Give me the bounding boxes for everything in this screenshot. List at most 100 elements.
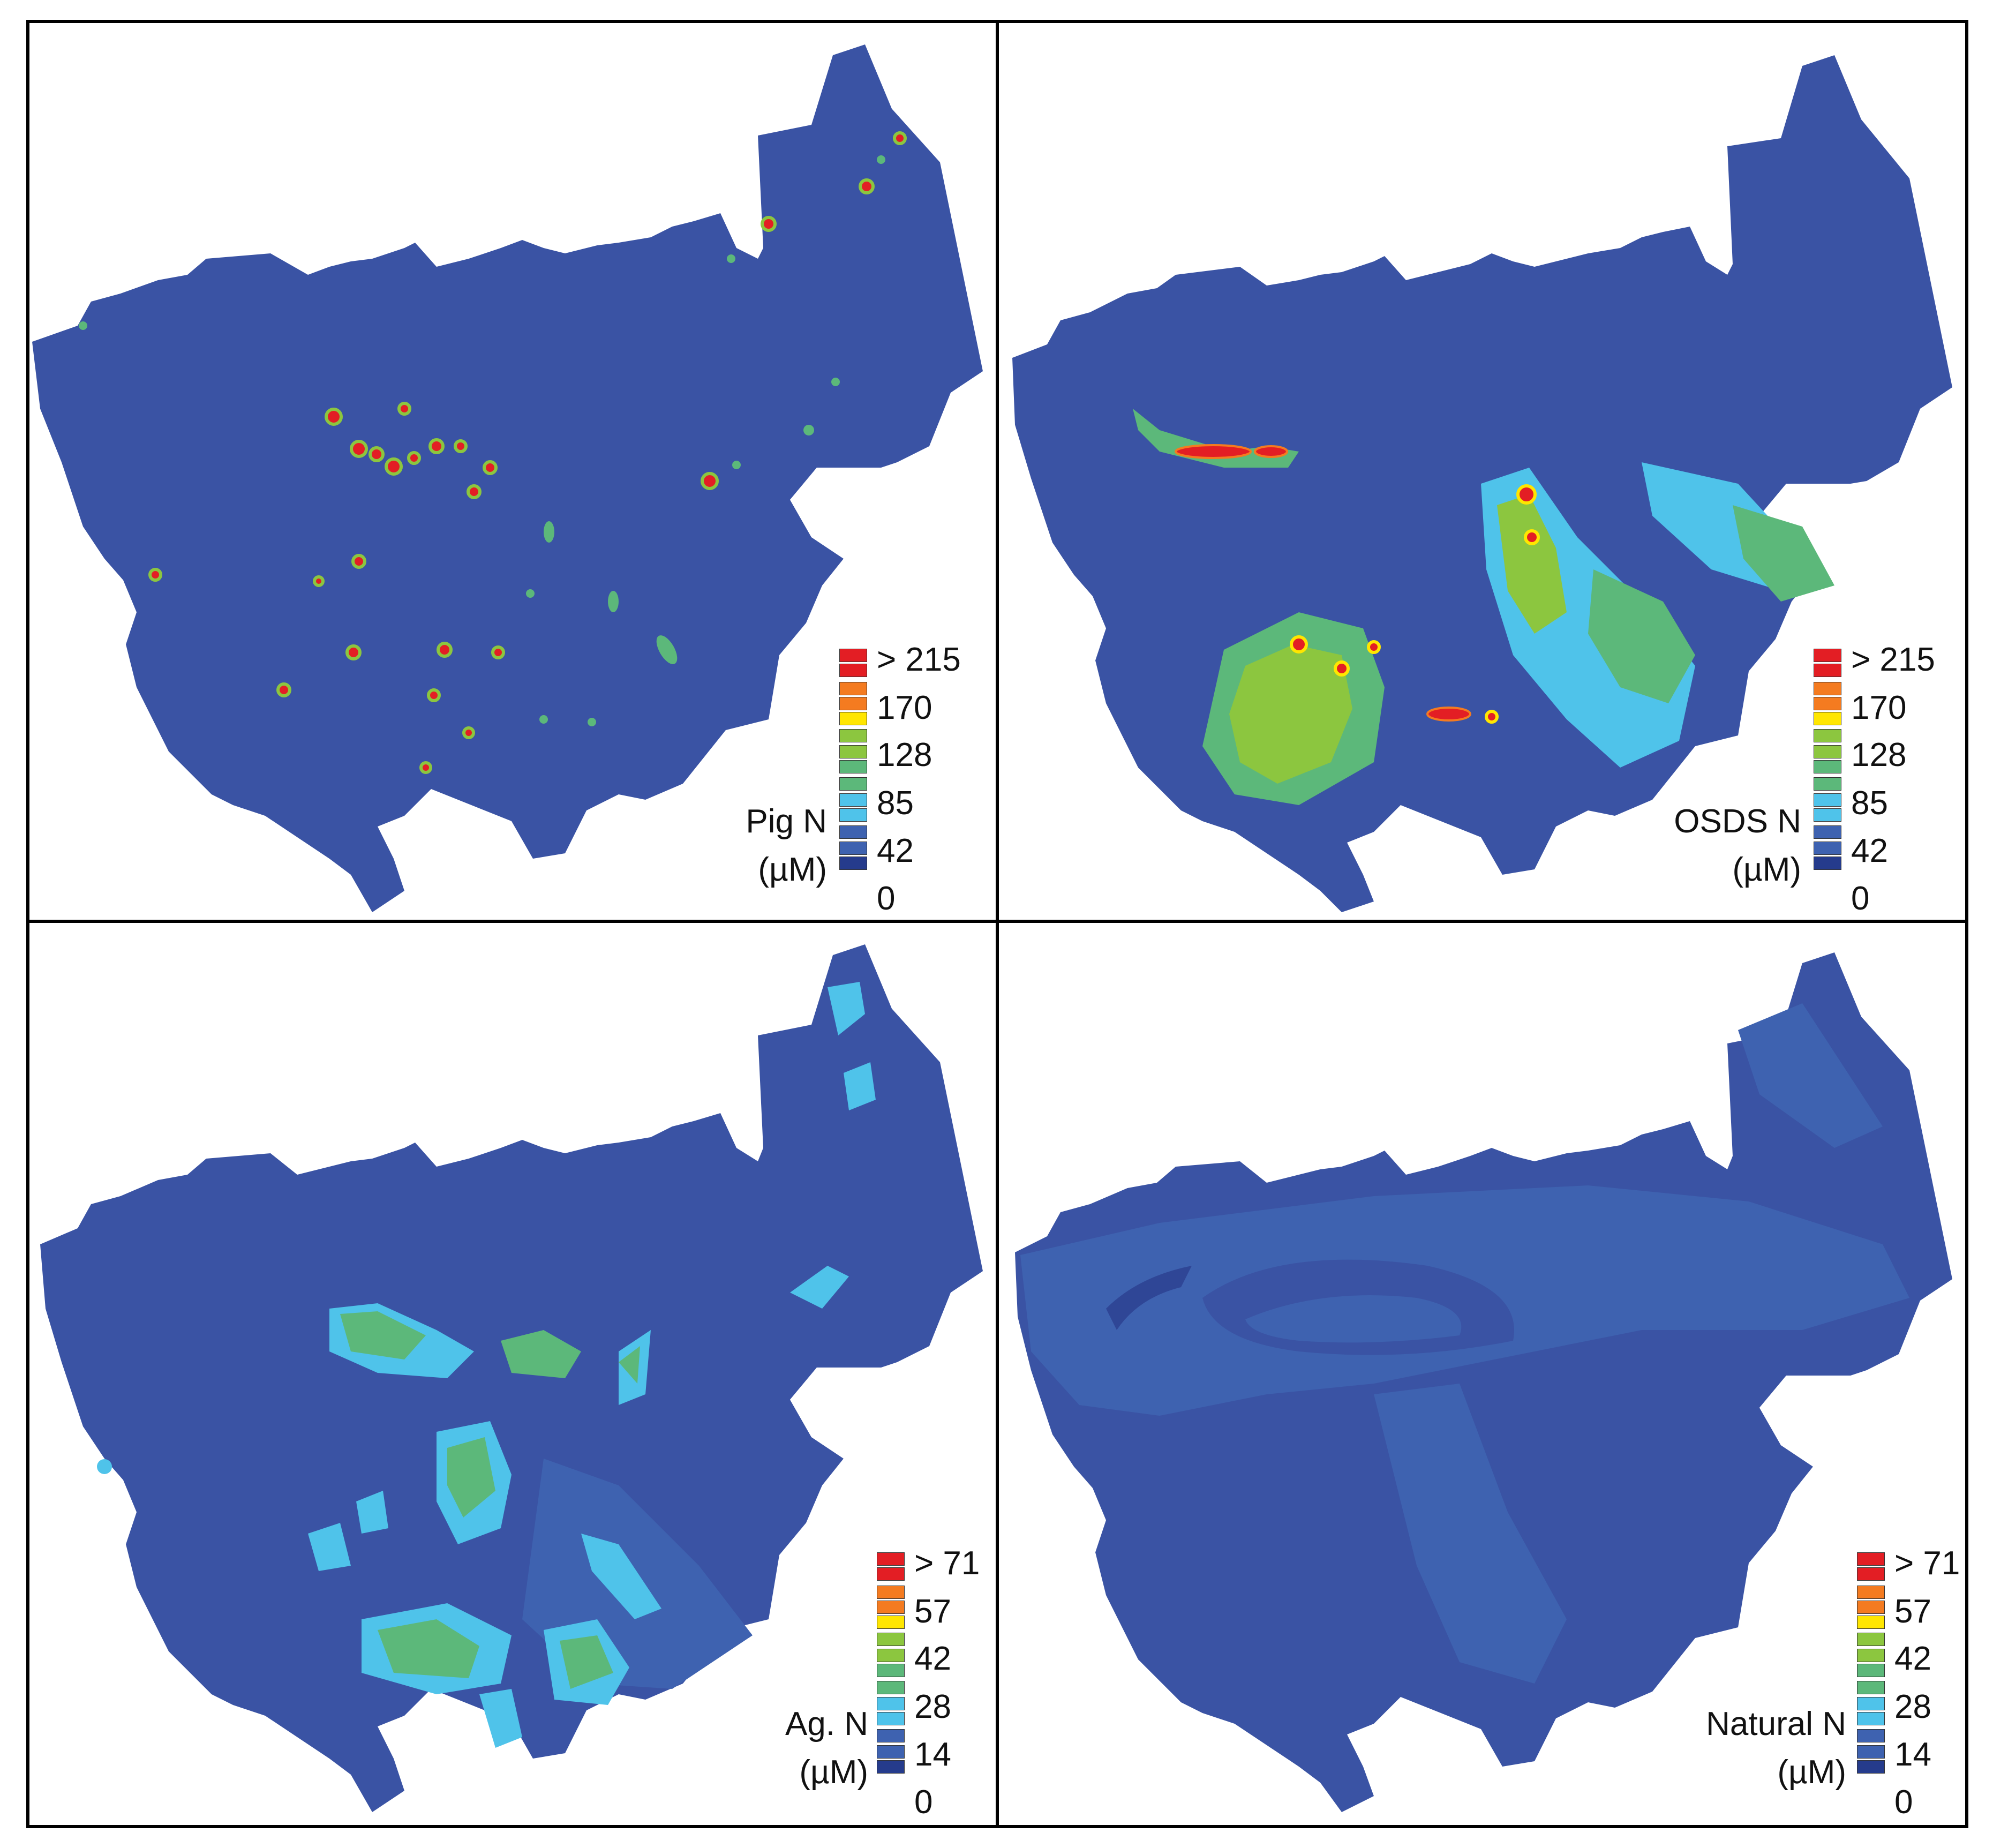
legend-swatch — [1814, 745, 1841, 758]
legend-swatch — [839, 682, 867, 695]
legend-natural-n: > 71 57 42 28 14 0 — [1857, 1547, 1964, 1831]
legend-unit: (µM) — [1777, 1754, 1846, 1791]
legend-swatch — [839, 745, 867, 758]
region-outline — [32, 44, 983, 912]
legend-swatch — [1857, 1712, 1885, 1725]
legend-swatch — [877, 1601, 905, 1614]
legend-unit: (µM) — [758, 851, 827, 888]
legend-swatch — [877, 1649, 905, 1662]
legend-tick: 57 — [914, 1593, 951, 1630]
legend-swatch — [1814, 760, 1841, 773]
map-natural-n — [1015, 952, 1952, 1812]
legend-swatch — [1857, 1745, 1885, 1759]
legend-tick: 128 — [877, 737, 932, 773]
legend-tick: 42 — [914, 1640, 951, 1677]
legend-swatch — [877, 1616, 905, 1629]
legend-swatch — [1814, 664, 1841, 677]
legend-swatch — [1814, 649, 1841, 662]
legend-tick: 14 — [1894, 1736, 1931, 1773]
legend-tick: 42 — [1851, 832, 1888, 869]
legend-swatch — [839, 825, 867, 839]
legend-tick: 128 — [1851, 737, 1907, 773]
legend-swatch — [1814, 697, 1841, 710]
legend-swatch — [1857, 1567, 1885, 1581]
legend-title: Pig N — [746, 803, 827, 840]
legend-swatch — [1814, 857, 1841, 870]
legend-swatch — [877, 1729, 905, 1742]
legend-swatch — [1814, 793, 1841, 807]
legend-swatch — [839, 697, 867, 710]
region-outline — [1015, 952, 1952, 1812]
legend-tick: 0 — [1851, 880, 1870, 917]
legend-swatch — [839, 842, 867, 855]
map-panel-osds-n: > 215 170 128 85 42 0 OSDS N (µM) — [999, 23, 1965, 920]
legend-swatch — [839, 808, 867, 822]
legend-tick: > 71 — [1894, 1545, 1960, 1582]
legend-title: OSDS N — [1674, 803, 1801, 840]
legend-swatch — [1814, 777, 1841, 791]
legend-unit: (µM) — [1732, 851, 1801, 888]
legend-swatch — [1857, 1633, 1885, 1646]
legend-swatch — [839, 760, 867, 773]
legend-swatch — [839, 793, 867, 807]
legend-swatch — [839, 712, 867, 725]
map-pig-n — [32, 44, 983, 912]
legend-swatch — [1857, 1586, 1885, 1599]
legend-swatch — [839, 729, 867, 742]
region-outline — [40, 944, 983, 1812]
legend-swatch — [1814, 808, 1841, 822]
legend-tick: 42 — [877, 832, 914, 869]
ag-patches — [97, 982, 876, 1748]
legend-swatch — [1857, 1649, 1885, 1662]
legend-swatch — [877, 1681, 905, 1694]
map-panel-pig-n: > 215 170 128 85 42 0 Pig N (µM) — [29, 23, 996, 920]
map-panel-ag-n: > 71 57 42 28 14 0 Ag. N (µM) — [29, 923, 996, 1825]
legend-tick: 28 — [1894, 1688, 1931, 1725]
legend-swatch — [877, 1760, 905, 1774]
legend-swatch — [839, 857, 867, 870]
legend-swatch — [1814, 682, 1841, 695]
legend-tick: 42 — [1894, 1640, 1931, 1677]
legend-swatch — [839, 664, 867, 677]
legend-tick: > 215 — [877, 641, 961, 678]
legend-tick: 85 — [1851, 785, 1888, 822]
map-panel-natural-n: > 71 57 42 28 14 0 Natural N (µM) — [999, 923, 1965, 1825]
legend-ag-n: > 71 57 42 28 14 0 — [877, 1547, 995, 1831]
legend-pig-n: > 215 170 128 85 42 0 — [839, 643, 995, 938]
legend-swatch — [1857, 1729, 1885, 1742]
legend-swatch — [1814, 712, 1841, 725]
legend-title: Natural N — [1706, 1706, 1846, 1742]
legend-swatch — [1814, 842, 1841, 855]
legend-tick: 0 — [877, 880, 896, 917]
legend-swatch — [1857, 1616, 1885, 1629]
legend-swatch — [1857, 1681, 1885, 1694]
legend-osds-n: > 215 170 128 85 42 0 — [1814, 643, 1964, 938]
legend-unit: (µM) — [799, 1754, 868, 1791]
legend-swatch — [1814, 825, 1841, 839]
legend-tick: > 71 — [914, 1545, 980, 1582]
natural-bands — [1020, 1003, 1909, 1684]
legend-swatch — [1857, 1760, 1885, 1774]
legend-tick: 28 — [914, 1688, 951, 1725]
legend-tick: > 215 — [1851, 641, 1935, 678]
legend-swatch — [877, 1586, 905, 1599]
legend-swatch — [1857, 1552, 1885, 1566]
legend-title: Ag. N — [785, 1706, 868, 1742]
legend-tick: 170 — [877, 689, 932, 726]
legend-swatch — [1857, 1697, 1885, 1710]
legend-swatch — [1857, 1664, 1885, 1677]
legend-tick: 57 — [1894, 1593, 1931, 1630]
legend-swatch — [877, 1712, 905, 1725]
legend-swatch — [1814, 729, 1841, 742]
hotspots — [148, 131, 907, 774]
legend-tick: 0 — [914, 1784, 933, 1821]
legend-swatch — [877, 1664, 905, 1677]
osds-hotspots — [1175, 444, 1540, 724]
legend-tick: 85 — [877, 785, 914, 822]
legend-swatch — [1857, 1601, 1885, 1614]
legend-swatch — [877, 1552, 905, 1566]
low-patches — [79, 155, 885, 726]
legend-tick: 14 — [914, 1736, 951, 1773]
legend-swatch — [877, 1745, 905, 1759]
